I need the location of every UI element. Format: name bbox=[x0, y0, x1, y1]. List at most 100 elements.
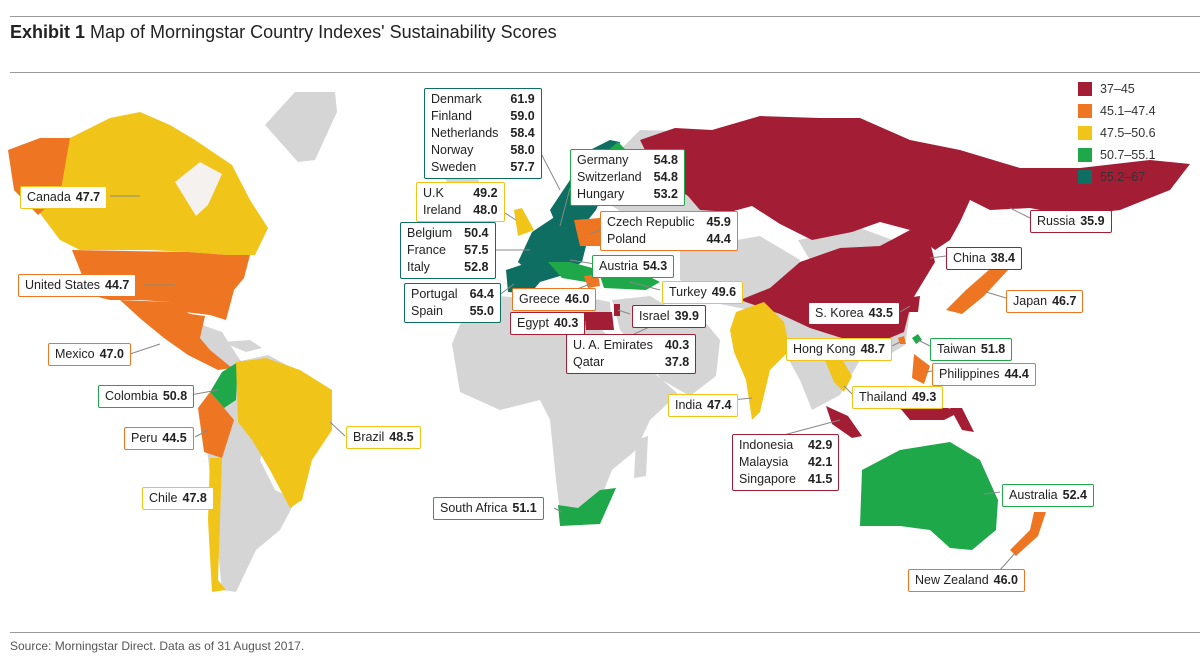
legend-item: 55.2–67 bbox=[1078, 166, 1156, 188]
label-hungary-value: 53.2 bbox=[653, 187, 678, 201]
region-greenland bbox=[265, 92, 337, 162]
label-south-africa-value: 51.1 bbox=[512, 501, 537, 515]
label-thailand-name: Thailand bbox=[859, 390, 907, 404]
label-colombia: Colombia 50.8 bbox=[98, 385, 195, 408]
label-austria-value: 54.3 bbox=[642, 259, 668, 273]
leader-mexico bbox=[129, 343, 161, 355]
label-austria-name: Austria bbox=[599, 259, 638, 273]
label-malaysia-name: Malaysia bbox=[739, 455, 789, 469]
title-rule bbox=[10, 72, 1200, 73]
country-taiwan bbox=[912, 334, 922, 344]
label-czech-poland: Czech Republic 45.9 Poland 44.4 bbox=[600, 211, 738, 251]
country-brazil bbox=[236, 358, 332, 508]
label-china: China 38.4 bbox=[946, 247, 1023, 270]
label-australia-name: Australia bbox=[1009, 488, 1058, 502]
label-russia-name: Russia bbox=[1037, 214, 1076, 228]
label-russia-value: 35.9 bbox=[1080, 214, 1105, 228]
label-peru-value: 44.5 bbox=[162, 431, 187, 445]
label-turkey-name: Turkey bbox=[669, 285, 707, 299]
legend: 37–45 45.1–47.4 47.5–50.6 50.7–55.1 55.2… bbox=[1078, 78, 1156, 188]
label-portugal-value: 64.4 bbox=[469, 287, 494, 301]
label-chile-value: 47.8 bbox=[182, 491, 207, 505]
leader-peru bbox=[194, 429, 209, 438]
leader-russia bbox=[1009, 207, 1031, 219]
label-sweden-name: Sweden bbox=[431, 160, 477, 174]
leader-sea bbox=[779, 419, 841, 437]
legend-swatch bbox=[1078, 82, 1092, 96]
leader-south-korea bbox=[899, 305, 911, 313]
country-japan bbox=[946, 262, 1008, 314]
country-uk bbox=[514, 208, 534, 236]
legend-label: 45.1–47.4 bbox=[1100, 104, 1156, 118]
label-south-korea: S. Korea 43.5 bbox=[808, 302, 900, 325]
label-austria: Austria 54.3 bbox=[592, 255, 675, 278]
leader-lines bbox=[110, 139, 1031, 571]
legend-item: 45.1–47.4 bbox=[1078, 100, 1156, 122]
label-czech-republic-name: Czech Republic bbox=[607, 215, 695, 229]
leader-czech-poland bbox=[589, 229, 601, 235]
label-philippines: Philippines 44.4 bbox=[932, 363, 1036, 386]
label-uk-ireland: U.K 49.2 Ireland 48.0 bbox=[416, 182, 505, 222]
label-israel-name: Israel bbox=[639, 309, 670, 323]
leader-taiwan bbox=[917, 339, 931, 347]
source-note: Source: Morningstar Direct. Data as of 3… bbox=[10, 639, 305, 653]
region-caribbean bbox=[222, 340, 262, 352]
label-denmark-name: Denmark bbox=[431, 92, 482, 106]
label-philippines-value: 44.4 bbox=[1004, 367, 1029, 381]
label-uae-value: 40.3 bbox=[664, 338, 690, 352]
label-singapore-value: 41.5 bbox=[808, 472, 833, 486]
label-united-states-name: United States bbox=[25, 278, 101, 292]
label-south-africa-name: South Africa bbox=[440, 501, 508, 515]
label-hungary-name: Hungary bbox=[577, 187, 625, 201]
label-qatar-value: 37.8 bbox=[664, 355, 690, 369]
country-malaysia bbox=[826, 406, 862, 438]
label-finland-value: 59.0 bbox=[510, 109, 535, 123]
label-nordics: Denmark 61.9 Finland 59.0 Netherlands 58.4 … bbox=[424, 88, 542, 179]
leader-central bbox=[559, 187, 571, 227]
label-colombia-value: 50.8 bbox=[162, 389, 188, 403]
label-czech-republic-value: 45.9 bbox=[706, 215, 731, 229]
country-australia bbox=[860, 442, 998, 550]
label-colombia-name: Colombia bbox=[105, 389, 158, 403]
label-mexico-name: Mexico bbox=[55, 347, 95, 361]
label-uae-name: U. A. Emirates bbox=[573, 338, 653, 352]
legend-swatch bbox=[1078, 126, 1092, 140]
label-new-zealand: New Zealand 46.0 bbox=[908, 569, 1025, 592]
label-ireland-value: 48.0 bbox=[473, 203, 498, 217]
leader-australia bbox=[983, 491, 1001, 495]
label-west-europe: Belgium 50.4 France 57.5 Italy 52.8 bbox=[400, 222, 496, 279]
leader-philippines bbox=[925, 370, 933, 373]
leader-hong-kong bbox=[891, 341, 901, 347]
region-madagascar bbox=[634, 436, 648, 478]
label-new-zealand-name: New Zealand bbox=[915, 573, 989, 587]
label-uk-name: U.K bbox=[423, 186, 444, 200]
label-mexico-value: 47.0 bbox=[99, 347, 124, 361]
label-philippines-name: Philippines bbox=[939, 367, 1000, 381]
country-south-africa bbox=[558, 488, 616, 526]
label-greece-value: 46.0 bbox=[565, 292, 590, 306]
leader-israel bbox=[617, 309, 631, 315]
label-hong-kong-name: Hong Kong bbox=[793, 342, 856, 356]
label-egypt: Egypt 40.3 bbox=[510, 312, 586, 335]
country-india bbox=[730, 302, 790, 420]
label-australia-value: 52.4 bbox=[1062, 488, 1087, 502]
country-philippines bbox=[912, 354, 930, 384]
label-canada-value: 47.7 bbox=[75, 190, 101, 204]
leader-turkey bbox=[629, 281, 661, 291]
top-rule bbox=[10, 16, 1200, 17]
label-china-value: 38.4 bbox=[990, 251, 1016, 265]
label-chile: Chile 47.8 bbox=[142, 487, 214, 510]
label-brazil-name: Brazil bbox=[353, 430, 385, 444]
label-australia: Australia 52.4 bbox=[1002, 484, 1094, 507]
leader-japan bbox=[985, 291, 1007, 299]
label-russia: Russia 35.9 bbox=[1030, 210, 1112, 233]
country-colombia bbox=[210, 362, 238, 408]
leader-china bbox=[929, 255, 947, 259]
label-israel-value: 39.9 bbox=[674, 309, 699, 323]
legend-swatch bbox=[1078, 104, 1092, 118]
label-iberia: Portugal 64.4 Spain 55.0 bbox=[404, 283, 501, 323]
label-switzerland-name: Switzerland bbox=[577, 170, 642, 184]
source-rule bbox=[10, 632, 1200, 633]
leader-new-zealand bbox=[999, 551, 1017, 571]
